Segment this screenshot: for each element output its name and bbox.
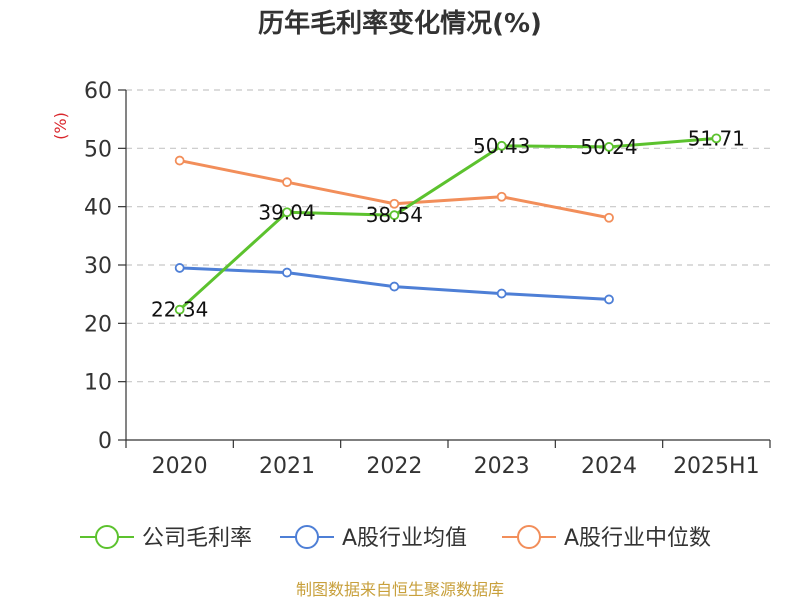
y-tick-label: 30 <box>84 254 112 279</box>
data-point[interactable] <box>389 198 400 209</box>
data-point[interactable] <box>174 263 185 273</box>
x-tick-label: 2021 <box>259 454 315 479</box>
data-point[interactable] <box>604 142 614 152</box>
series-lines <box>174 133 722 315</box>
data-point[interactable] <box>282 207 292 218</box>
data-label: 39.04 <box>258 200 315 224</box>
data-point[interactable] <box>174 155 185 166</box>
legend-item[interactable]: A股行业中位数 <box>502 525 711 551</box>
y-tick-label: 20 <box>84 312 112 337</box>
data-point[interactable] <box>389 281 400 292</box>
legend-item[interactable]: 公司毛利率 <box>80 525 252 551</box>
legend-label: A股行业均值 <box>342 526 467 551</box>
data-label: 51.71 <box>688 126 745 150</box>
legend-marker <box>295 525 319 549</box>
data-point[interactable] <box>174 304 185 315</box>
data-point[interactable] <box>711 133 722 144</box>
x-tick-label: 2023 <box>474 454 530 479</box>
legend-label: 公司毛利率 <box>142 526 252 551</box>
data-label: 22.34 <box>151 298 208 322</box>
y-tick-label: 50 <box>84 137 112 162</box>
y-tick-label: 60 <box>84 79 112 104</box>
x-tick-label: 2024 <box>581 454 637 479</box>
legend[interactable]: 公司毛利率 A股行业均值 A股行业中位数 <box>80 525 711 551</box>
data-point[interactable] <box>496 140 507 151</box>
legend-marker <box>95 525 119 549</box>
data-point[interactable] <box>604 212 614 223</box>
data-point[interactable] <box>282 267 292 278</box>
data-point[interactable] <box>496 191 507 202</box>
legend-item[interactable]: A股行业均值 <box>280 525 467 551</box>
y-tick-label: 40 <box>84 196 112 221</box>
data-point[interactable] <box>496 288 507 299</box>
x-tick-label: 2025H1 <box>673 454 760 479</box>
data-labels: 22.34 39.04 38.54 50.43 50.24 51.71 <box>151 126 745 321</box>
data-label: 38.54 <box>366 203 423 227</box>
y-tick-label: 10 <box>84 371 112 396</box>
x-tick-label: 2020 <box>152 454 208 479</box>
data-label: 50.43 <box>473 134 530 158</box>
grid-lines <box>126 89 770 383</box>
legend-label: A股行业中位数 <box>564 526 711 551</box>
series-line <box>178 136 717 311</box>
x-tick-label: 2022 <box>366 454 422 479</box>
y-tick-label: 0 <box>98 429 112 454</box>
chart-title: 历年毛利率变化情况(%) <box>258 8 542 39</box>
source-note: 制图数据来自恒生聚源数据库 <box>296 580 504 599</box>
legend-marker <box>517 525 541 549</box>
data-label: 50.24 <box>580 135 637 159</box>
data-point[interactable] <box>389 210 400 221</box>
data-point[interactable] <box>282 177 292 188</box>
y-axis-unit-label: (%) <box>51 112 70 140</box>
axes: 0 10 20 30 40 50 60 2020 2021 2022 2023 2024 2025H1 <box>84 79 771 479</box>
data-point[interactable] <box>604 294 614 305</box>
